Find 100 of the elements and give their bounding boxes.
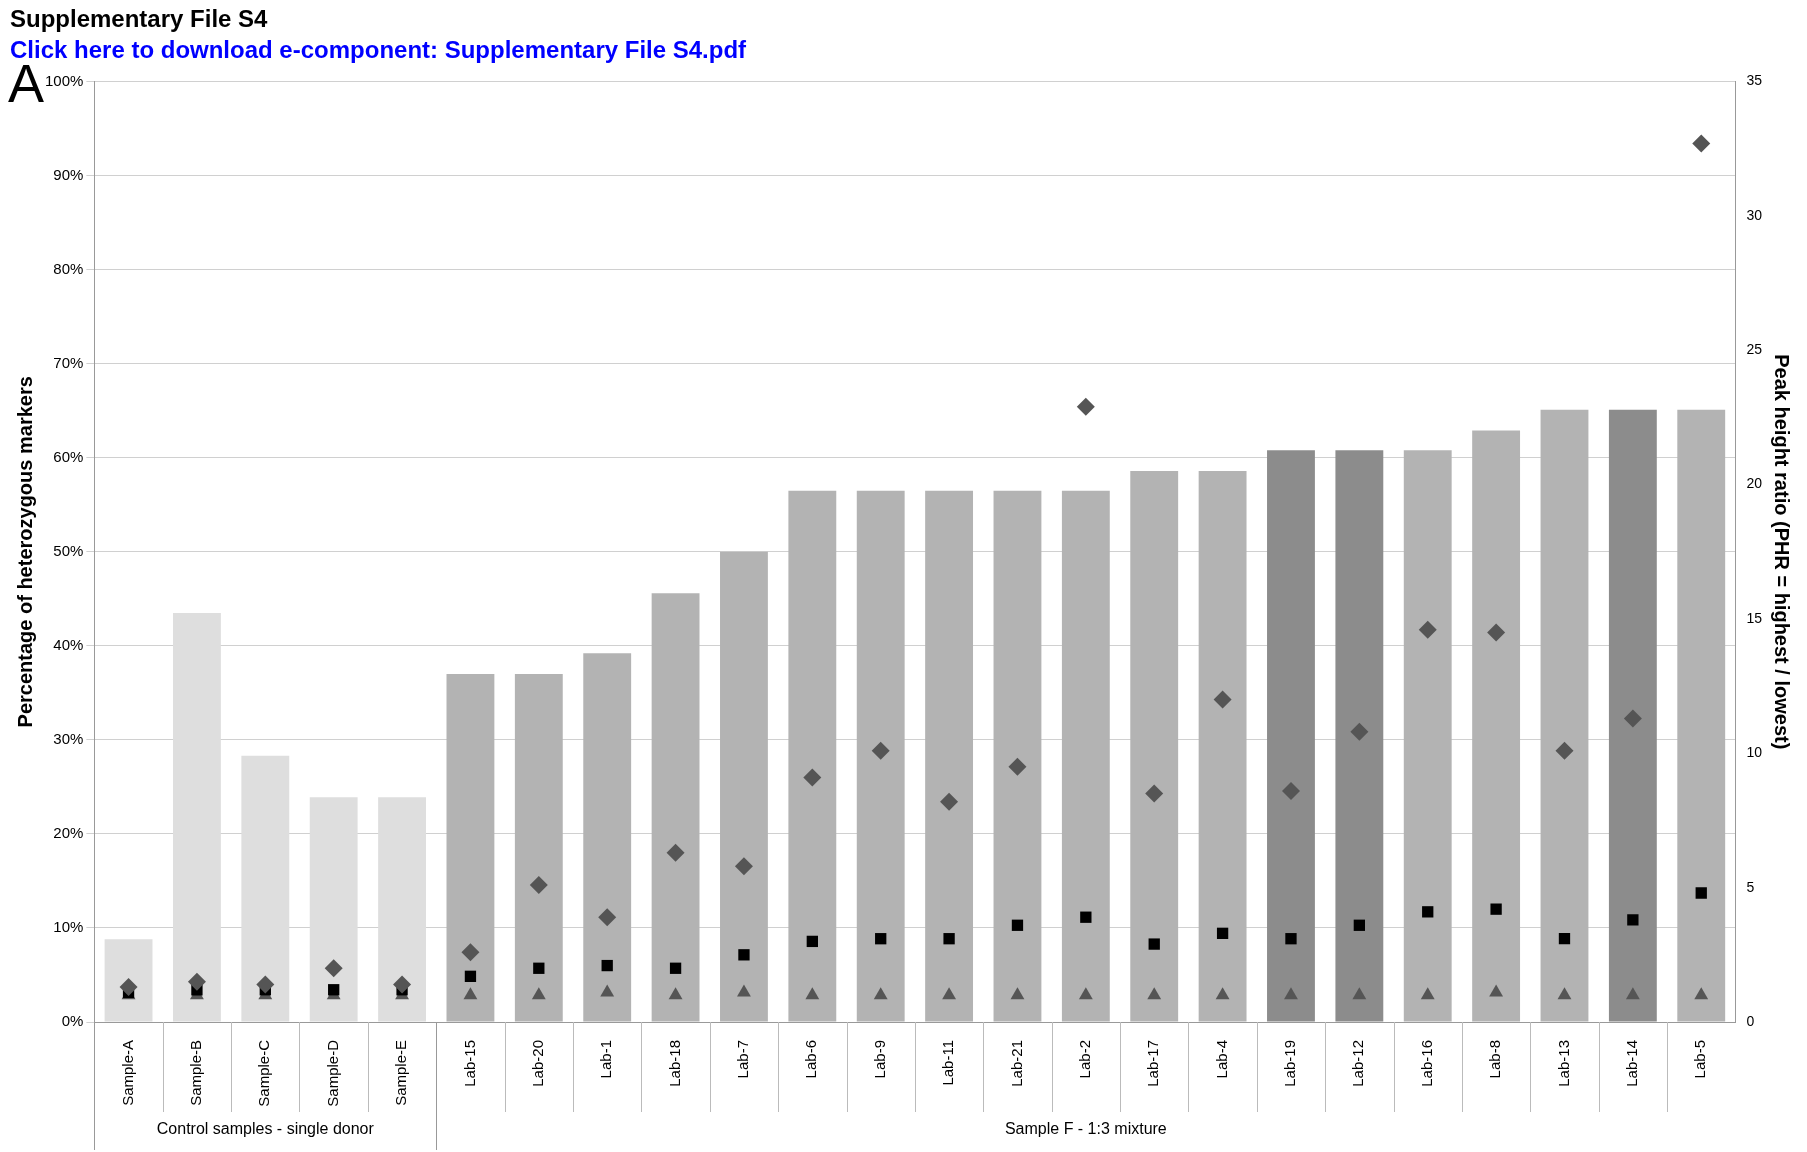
y2-tick-label: 35	[1746, 72, 1763, 89]
bar	[1403, 450, 1452, 1022]
point	[737, 984, 751, 997]
y2-tick-label: 5	[1746, 878, 1755, 895]
point	[1215, 987, 1230, 1000]
x-tick-label: Lab-9	[870, 1040, 888, 1079]
point	[1555, 741, 1574, 760]
point	[666, 843, 685, 862]
point	[1010, 987, 1025, 1000]
point	[1078, 987, 1093, 1000]
bar	[1472, 430, 1521, 1022]
y2-tick-label: 25	[1746, 341, 1763, 358]
point	[871, 741, 890, 760]
point	[1147, 987, 1162, 1000]
bar	[173, 612, 221, 1022]
point	[529, 875, 548, 894]
x-tick-label: Sample-B	[187, 1040, 205, 1106]
text: Control samples - single donor	[156, 1120, 375, 1138]
point	[393, 975, 412, 994]
x-tick-label: Sample-C	[255, 1039, 273, 1107]
bar	[1608, 409, 1657, 1022]
point	[601, 959, 613, 972]
bar	[1061, 490, 1110, 1022]
x-tick-label: Lab-13	[1554, 1040, 1572, 1087]
y-tick-label: 10%	[53, 918, 84, 936]
point	[256, 975, 275, 994]
bar	[720, 551, 768, 1022]
point	[600, 984, 615, 997]
bar	[378, 797, 426, 1022]
x-tick-label: Lab-4	[1212, 1040, 1230, 1079]
x-tick-label: Lab-21	[1007, 1040, 1025, 1087]
y-tick-label: 80%	[53, 259, 84, 277]
x-tick-label: Lab-2	[1075, 1040, 1093, 1079]
x-tick-label: Lab-12	[1349, 1040, 1367, 1087]
x-tick-label: Lab-11	[939, 1040, 957, 1086]
y-tick-label: 90%	[53, 165, 84, 183]
point	[1490, 903, 1502, 915]
x-tick-label: Lab-8	[1486, 1040, 1504, 1079]
chart-title: Supplementary File S4	[10, 5, 269, 33]
point	[1422, 906, 1434, 918]
point	[806, 935, 818, 948]
y-tick-label: 70%	[53, 353, 84, 371]
point	[875, 933, 887, 945]
y2-tick-label: 15	[1746, 609, 1763, 626]
y-axis-title: Percentage of heterozygous markers	[13, 376, 36, 728]
text: Sample F - 1:3 mixture	[1004, 1120, 1167, 1138]
point	[1148, 938, 1160, 950]
point	[803, 768, 822, 787]
bar	[788, 490, 837, 1022]
point	[1625, 987, 1640, 1000]
point	[1489, 984, 1504, 997]
x-tick-label: Lab-16	[1417, 1040, 1435, 1087]
point	[1216, 927, 1229, 939]
point	[1350, 722, 1369, 741]
bar	[1198, 470, 1247, 1022]
point	[598, 908, 617, 927]
point	[187, 972, 206, 991]
bar	[1540, 409, 1589, 1022]
x-tick-label: Sample-A	[118, 1040, 136, 1106]
point	[1145, 784, 1164, 803]
point	[943, 933, 955, 945]
bar	[1267, 450, 1315, 1022]
x-tick-label: Lab-1	[597, 1040, 615, 1079]
bar	[583, 653, 632, 1022]
y2-tick-label: 0	[1746, 1012, 1755, 1029]
x-tick-label: Sample-E	[392, 1040, 410, 1106]
point	[1285, 933, 1297, 945]
x-tick-label: Sample-D	[323, 1039, 341, 1107]
point	[1623, 709, 1642, 728]
bar	[241, 755, 290, 1022]
x-tick-label: Lab-5	[1691, 1040, 1709, 1079]
x-tick-label: Lab-7	[734, 1040, 752, 1079]
bar	[993, 490, 1042, 1022]
point	[1420, 987, 1435, 1000]
point	[531, 987, 546, 1000]
point	[734, 857, 753, 876]
point	[1558, 933, 1571, 945]
point	[119, 978, 138, 997]
y2-tick-label: 20	[1746, 475, 1763, 492]
point	[942, 987, 957, 1000]
bar	[309, 797, 358, 1022]
x-tick-label: Lab-17	[1144, 1040, 1162, 1087]
y-tick-label: 30%	[53, 730, 84, 748]
bar	[1335, 450, 1384, 1022]
point	[940, 792, 959, 811]
point	[1692, 134, 1711, 153]
y2-tick-label: 10	[1746, 744, 1763, 761]
y-tick-label: 0%	[61, 1012, 84, 1030]
x-tick-label: Lab-15	[460, 1040, 478, 1087]
point	[1080, 911, 1092, 923]
point	[1011, 919, 1024, 931]
point	[328, 984, 340, 996]
point	[533, 962, 545, 974]
y2-axis-title: Peak height ratio (PHR = highest / lowest)	[1771, 354, 1794, 750]
point	[324, 959, 343, 978]
y2-tick-label: 30	[1746, 206, 1763, 223]
point	[738, 949, 750, 961]
bar	[856, 490, 905, 1022]
bar	[651, 593, 700, 1022]
bar	[104, 939, 153, 1022]
